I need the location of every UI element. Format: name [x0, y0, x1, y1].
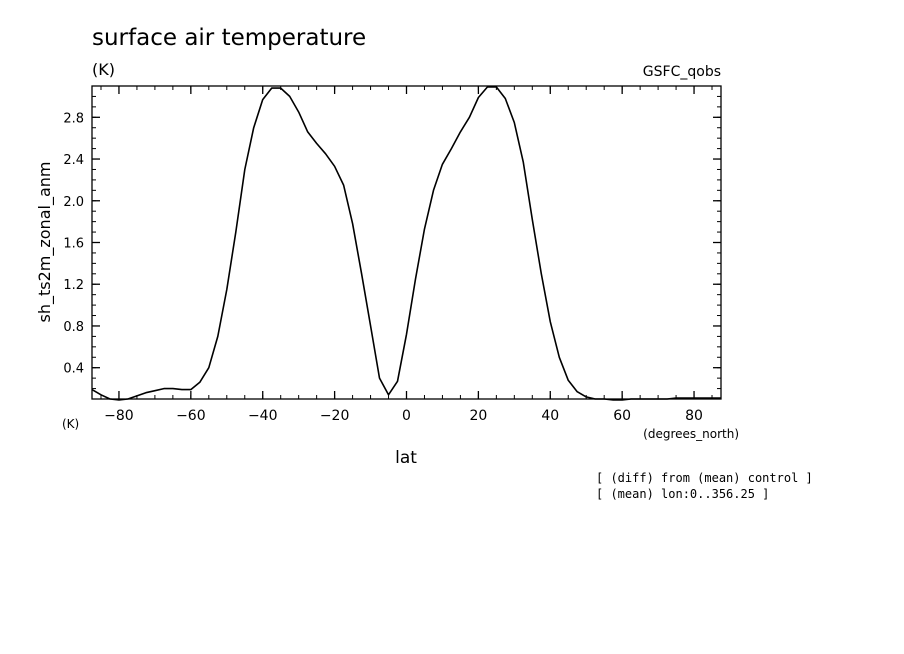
x-axis-label: lat: [395, 448, 417, 468]
x-unit-label: (degrees_north): [643, 427, 739, 441]
units-label: (K): [92, 60, 115, 79]
y-tick-label: 1.2: [63, 278, 84, 293]
note-line-2: [ (mean) lon:0..356.25 ]: [596, 487, 769, 501]
y-unit-label: (K): [62, 417, 79, 431]
x-tick-label: −20: [320, 408, 350, 424]
x-axis-ticks: −80 −60 −40 −20 0 20 40 60 80: [104, 86, 703, 424]
chart-title: surface air temperature: [92, 25, 366, 51]
y-tick-label: 2.0: [63, 195, 84, 210]
note-line-1: [ (diff) from (mean) control ]: [596, 471, 813, 485]
x-tick-label: 40: [541, 408, 559, 424]
x-tick-label: 80: [685, 408, 703, 424]
y-tick-label: 2.4: [63, 153, 84, 168]
y-axis-label: sh_ts2m_zonal_anm: [35, 162, 55, 323]
plot-frame: [91, 85, 722, 400]
x-tick-label: −80: [104, 408, 134, 424]
series-layer: [91, 86, 721, 401]
x-tick-label: 0: [402, 408, 411, 424]
y-axis-ticks: 0.4 0.8 1.2 1.6 2.0 2.4 2.8: [63, 111, 721, 377]
y-tick-label: 0.4: [63, 362, 84, 377]
minor-ticks: [92, 86, 721, 399]
series-line: [91, 86, 721, 401]
y-tick-label: 0.8: [63, 320, 84, 335]
x-tick-label: 60: [613, 408, 631, 424]
x-tick-label: −60: [176, 408, 206, 424]
x-tick-label: 20: [469, 408, 487, 424]
y-tick-label: 1.6: [63, 237, 84, 252]
dataset-label: GSFC_qobs: [643, 64, 721, 80]
x-tick-label: −40: [248, 408, 278, 424]
y-tick-label: 2.8: [63, 111, 84, 126]
